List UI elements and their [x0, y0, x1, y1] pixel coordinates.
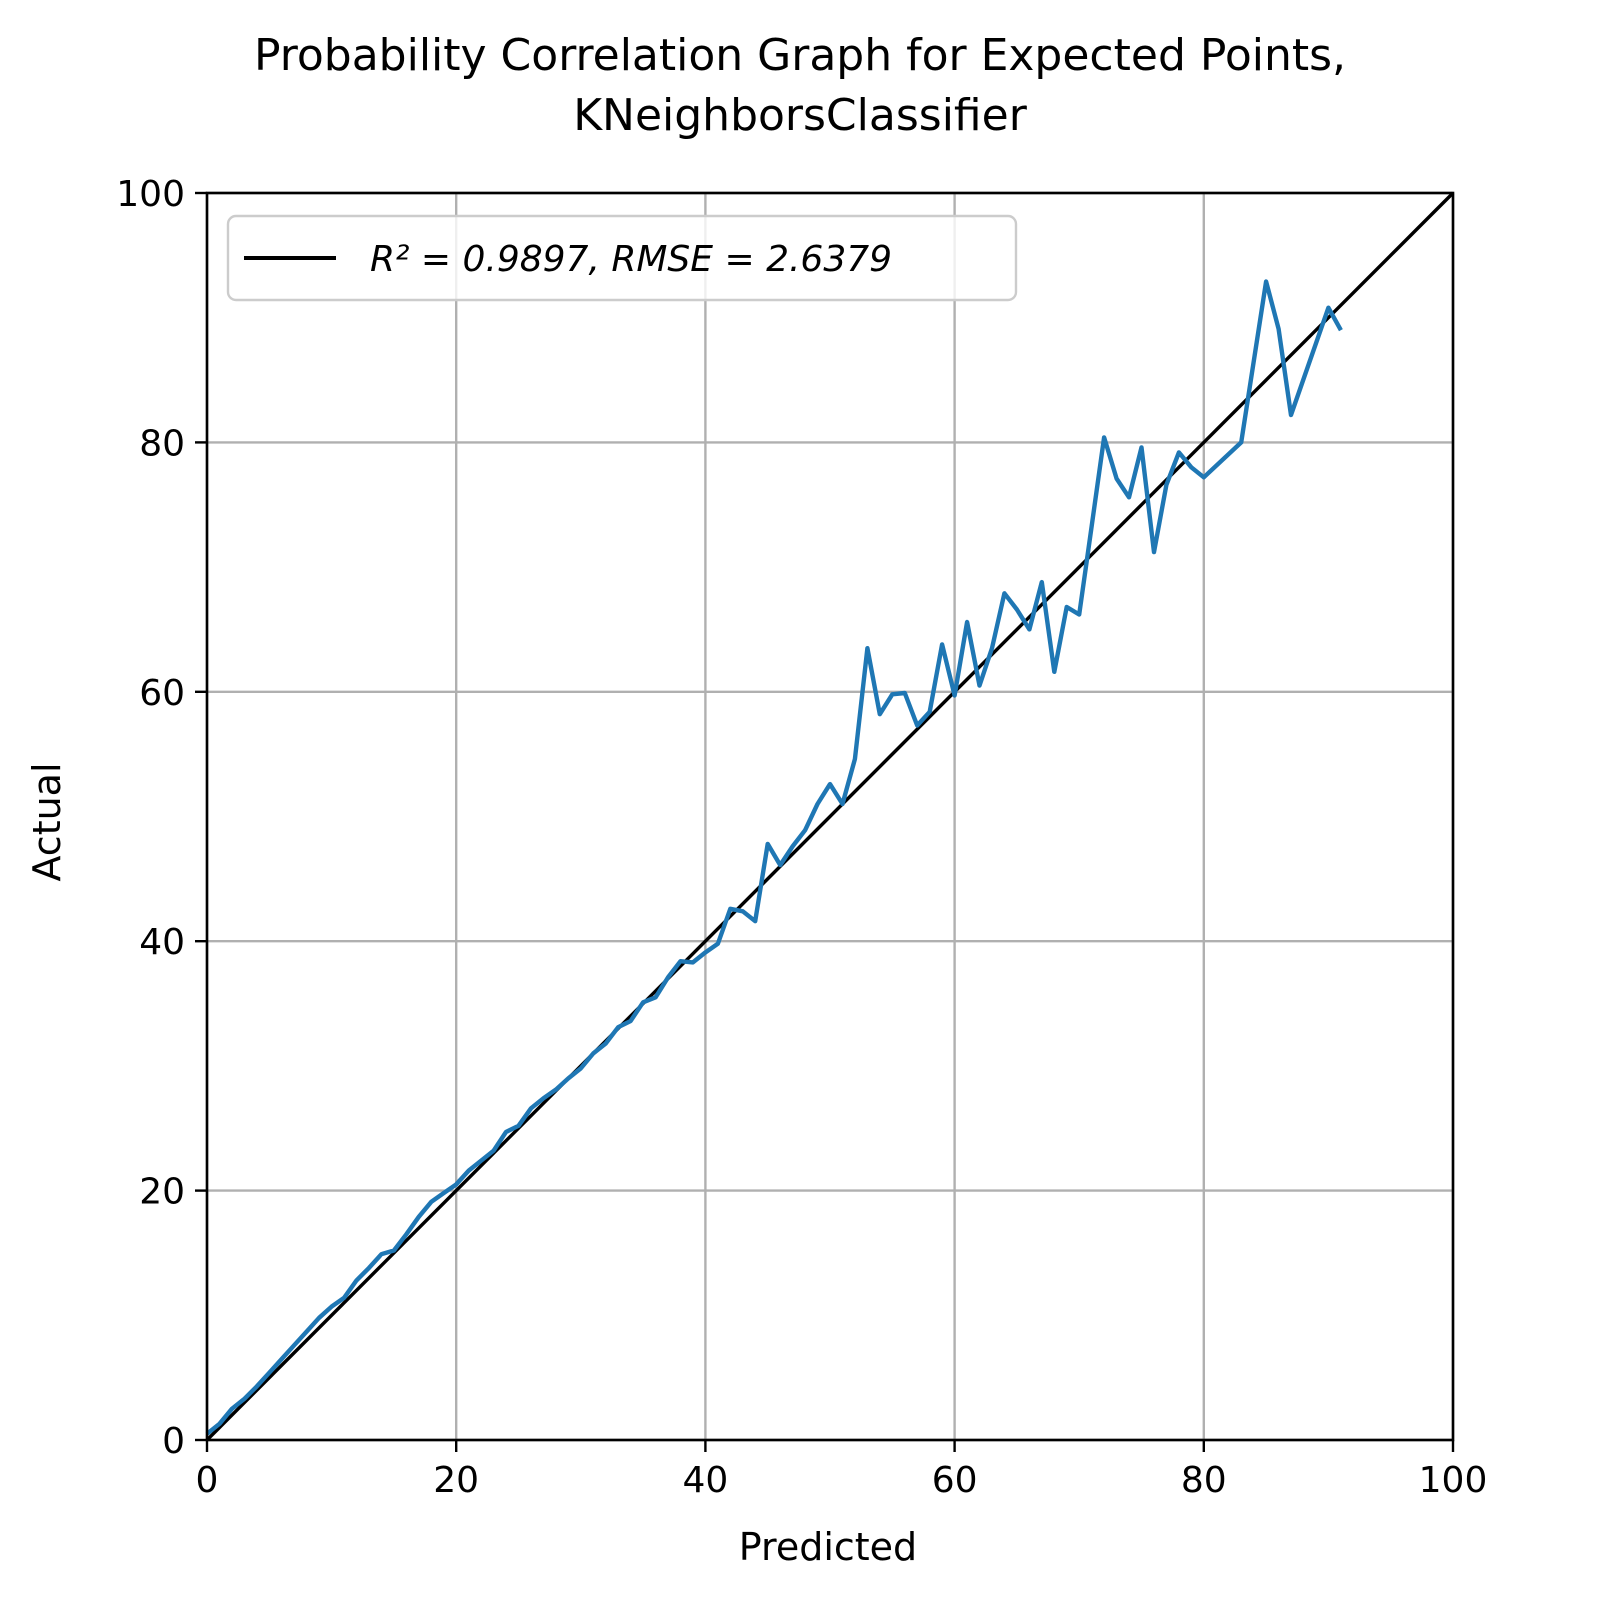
- y-tick-label: 60: [139, 673, 185, 714]
- chart-subtitle: KNeighborsClassifier: [573, 90, 1028, 141]
- x-tick-label: 20: [433, 1460, 479, 1501]
- y-tick-label: 40: [139, 922, 185, 963]
- y-tick-label: 20: [139, 1172, 185, 1213]
- ticks: 0 20 40 60 80 100 0 20 40 60 80 100: [116, 174, 1487, 1501]
- reference-line: [205, 191, 1455, 1442]
- y-axis-label: Actual: [25, 762, 69, 881]
- y-tick-label: 0: [162, 1421, 185, 1462]
- series-layer: [205, 191, 1455, 1442]
- chart-title: Probability Correlation Graph for Expect…: [254, 30, 1346, 81]
- y-tick-label: 100: [116, 174, 185, 215]
- x-tick-label: 80: [1181, 1460, 1227, 1501]
- x-tick-label: 60: [932, 1460, 978, 1501]
- legend: R² = 0.9897, RMSE = 2.6379: [226, 214, 1018, 302]
- y-tick-label: 80: [139, 423, 185, 464]
- x-tick-label: 100: [1419, 1460, 1488, 1501]
- plot-frame: [205, 191, 1455, 1442]
- prediction-line: [205, 279, 1343, 1436]
- x-axis-label: Predicted: [739, 1525, 917, 1569]
- grid: [205, 191, 1455, 1442]
- x-tick-label: 40: [682, 1460, 728, 1501]
- x-tick-label: 0: [196, 1460, 219, 1501]
- legend-box: [226, 214, 1018, 302]
- legend-label: R² = 0.9897, RMSE = 2.6379: [370, 239, 892, 280]
